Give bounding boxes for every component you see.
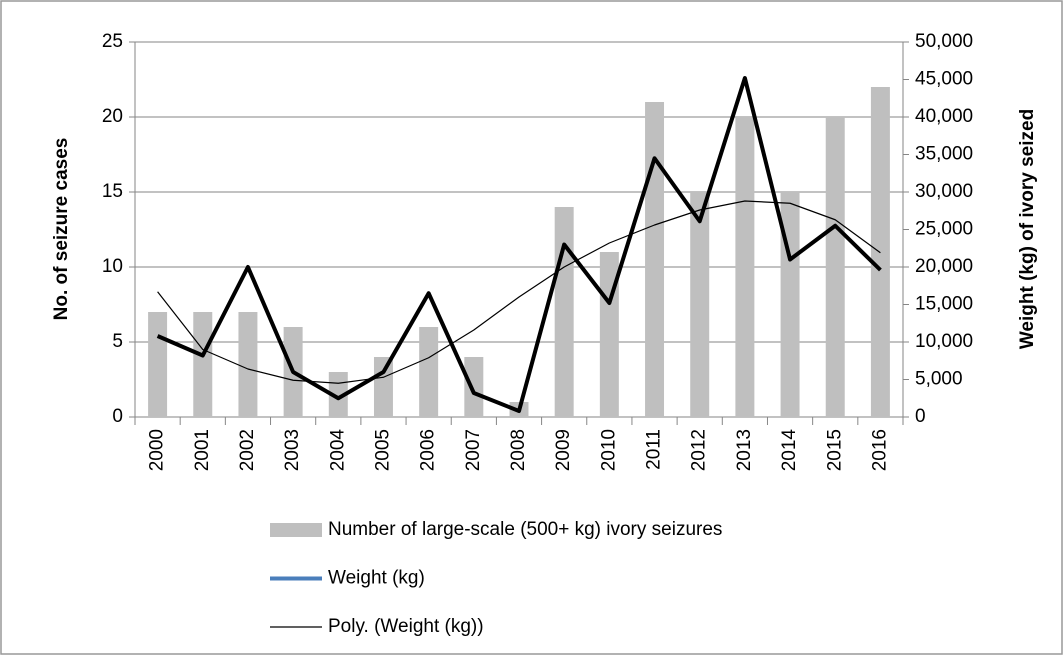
legend-label: Poly. (Weight (kg)) xyxy=(328,616,484,637)
x-tick-label: 2016 xyxy=(869,429,890,471)
legend-swatch xyxy=(270,523,322,537)
y2-tick-label: 15,000 xyxy=(915,294,973,315)
x-tick-label: 2001 xyxy=(192,429,213,471)
bar xyxy=(825,117,845,417)
x-tick-label: 2014 xyxy=(779,429,800,472)
y2-tick-label: 35,000 xyxy=(915,144,973,165)
bar xyxy=(870,87,890,417)
legend-label: Weight (kg) xyxy=(328,568,425,589)
y2-tick-label: 5,000 xyxy=(915,369,963,390)
x-tick-label: 2013 xyxy=(734,429,755,471)
bar xyxy=(238,312,258,417)
x-tick-label: 2015 xyxy=(824,429,845,471)
bar xyxy=(645,102,665,417)
x-tick-label: 2007 xyxy=(463,429,484,471)
x-tick-label: 2012 xyxy=(689,429,710,471)
bar xyxy=(690,192,710,417)
x-tick-label: 2006 xyxy=(418,429,439,471)
bar xyxy=(148,312,168,417)
bar xyxy=(735,117,755,417)
y2-tick-label: 0 xyxy=(915,406,926,427)
y2-tick-label: 45,000 xyxy=(915,69,973,90)
legend-label: Number of large-scale (500+ kg) ivory se… xyxy=(328,519,722,540)
line xyxy=(156,76,882,413)
y-tick-label: 25 xyxy=(102,31,123,52)
x-tick-label: 2005 xyxy=(372,429,393,471)
y2-tick-label: 10,000 xyxy=(915,331,973,352)
x-tick-label: 2010 xyxy=(598,429,619,471)
y-tick-label: 20 xyxy=(102,106,123,127)
y-tick-label: 0 xyxy=(112,406,123,427)
x-tick-label: 2000 xyxy=(147,429,168,471)
x-tick-label: 2002 xyxy=(237,429,258,471)
bar xyxy=(373,357,393,417)
y-axis-title: No. of seizure cases xyxy=(51,138,72,321)
bar xyxy=(419,327,439,417)
y2-tick-label: 25,000 xyxy=(915,219,973,240)
y2-tick-label: 40,000 xyxy=(915,106,973,127)
bar xyxy=(554,207,574,417)
trend-line xyxy=(157,200,881,384)
x-tick-label: 2004 xyxy=(327,429,348,472)
x-tick-label: 2008 xyxy=(508,429,529,471)
y2-tick-label: 30,000 xyxy=(915,181,973,202)
y-tick-label: 15 xyxy=(102,181,123,202)
x-tick-label: 2011 xyxy=(644,429,665,470)
y-tick-label: 10 xyxy=(102,256,123,277)
x-tick-label: 2003 xyxy=(282,429,303,471)
bar xyxy=(193,312,213,417)
y2-tick-label: 50,000 xyxy=(915,31,973,52)
y-tick-label: 5 xyxy=(112,331,123,352)
y2-tick-label: 20,000 xyxy=(915,256,973,277)
bar xyxy=(464,357,484,417)
x-tick-label: 2009 xyxy=(553,429,574,471)
y2-axis-title: Weight (kg) of ivory seized xyxy=(1017,109,1038,349)
